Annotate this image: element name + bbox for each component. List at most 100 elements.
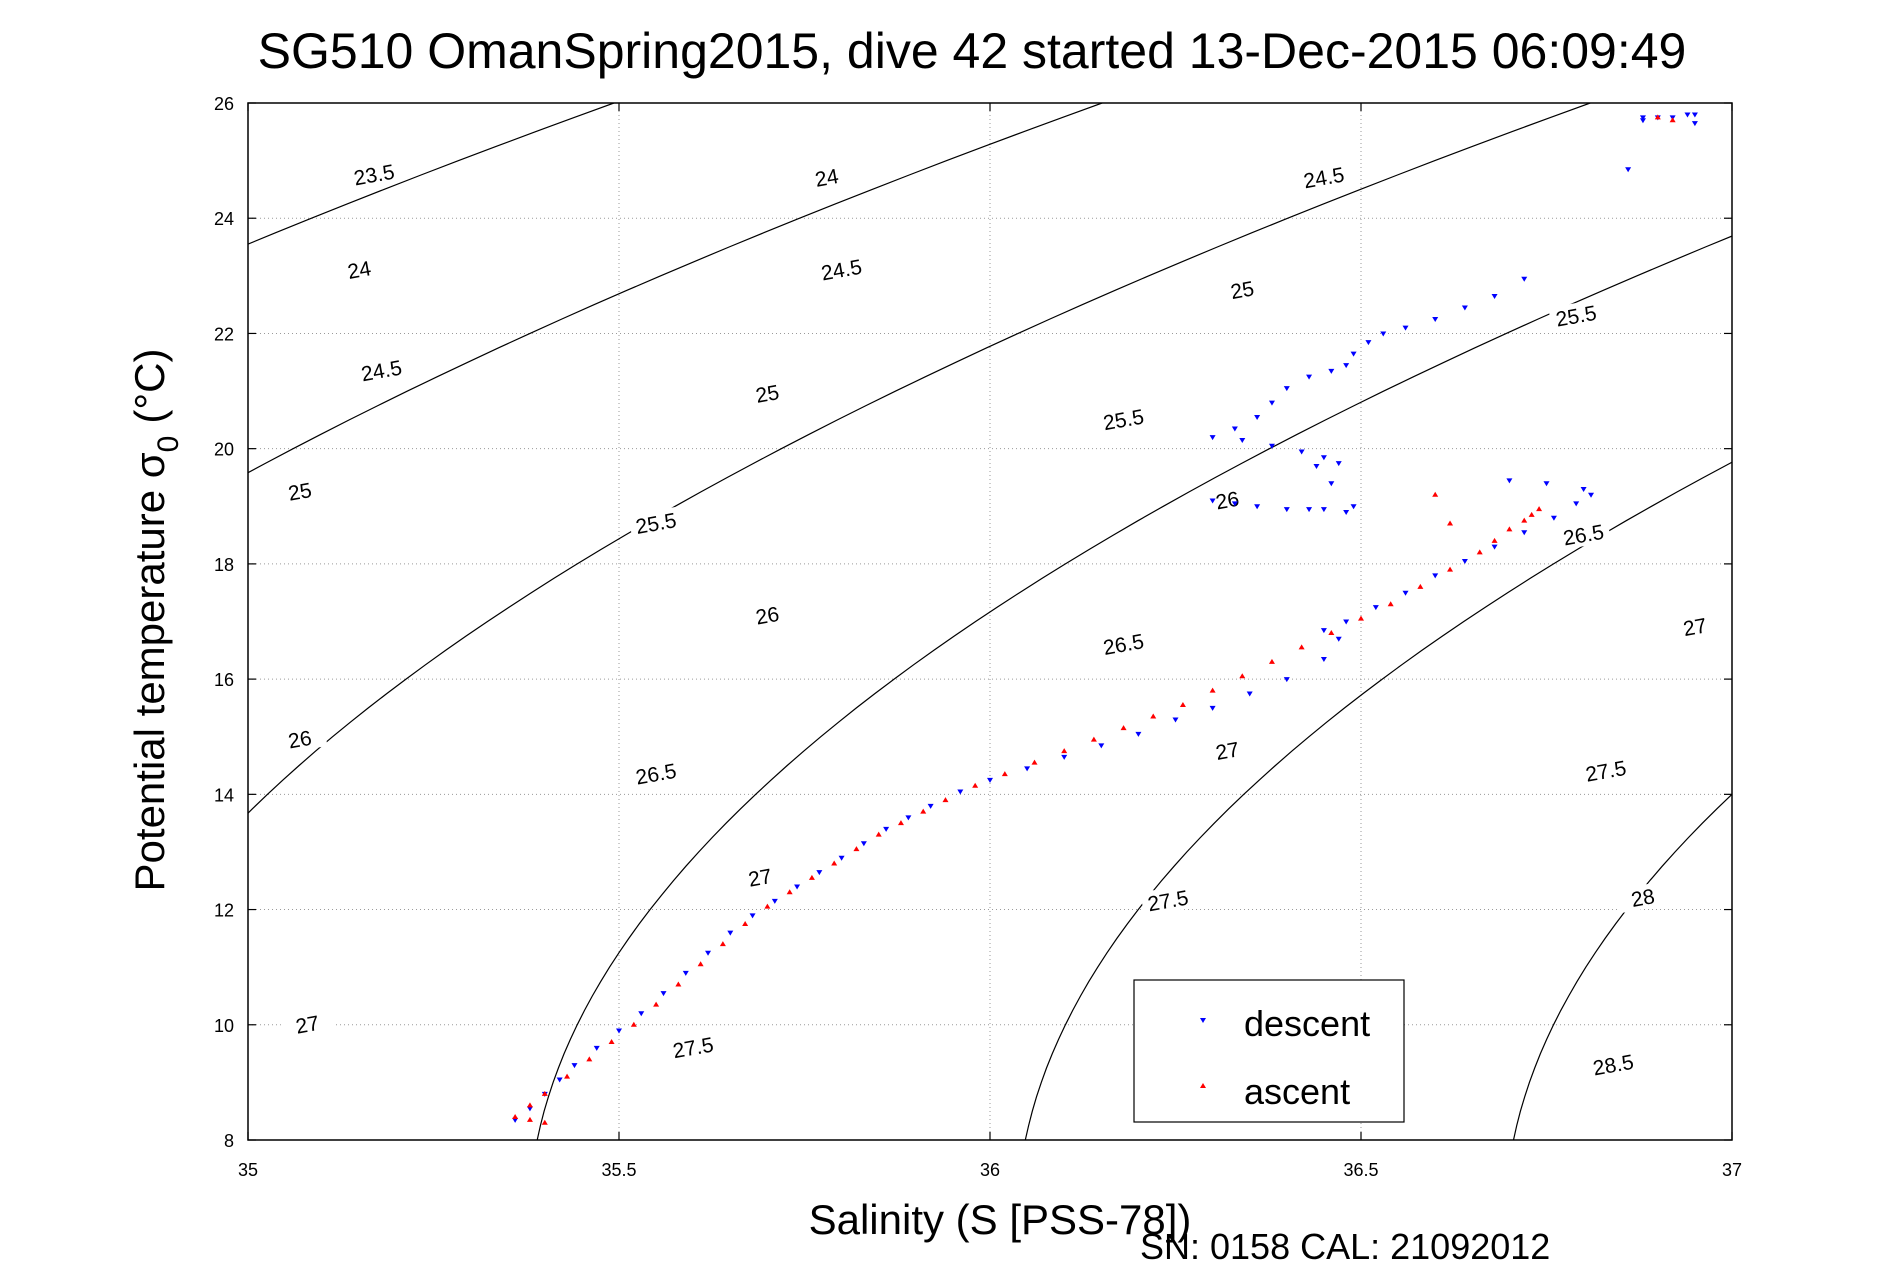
legend: descent ascent xyxy=(1133,979,1405,1123)
y-axis-label-subscript: 0 xyxy=(152,436,185,453)
ascent-point xyxy=(1239,673,1246,679)
ascent-point xyxy=(808,874,815,880)
ascent-point xyxy=(1669,117,1676,123)
legend-marker-ascent xyxy=(1200,1083,1206,1088)
ascent-point xyxy=(1476,549,1483,555)
descent-point xyxy=(1306,507,1313,513)
descent-point xyxy=(771,898,778,904)
ascent-point xyxy=(831,860,838,866)
legend-marker-descent xyxy=(1200,1018,1206,1023)
descent-point xyxy=(1239,438,1246,444)
descent-point xyxy=(1350,504,1357,510)
descent-point xyxy=(860,841,867,847)
descent-point xyxy=(1209,705,1216,711)
descent-point xyxy=(1380,331,1387,337)
y-tick-label: 20 xyxy=(214,440,234,460)
descent-point xyxy=(1335,636,1342,642)
contour-label-bg xyxy=(1140,883,1196,917)
descent-point xyxy=(1461,305,1468,311)
ascent-point xyxy=(1506,526,1513,532)
y-tick-label: 24 xyxy=(214,209,234,229)
descent-point xyxy=(1335,461,1342,467)
descent-point xyxy=(1306,374,1313,380)
descent-point xyxy=(1521,530,1528,536)
descent-point xyxy=(616,1028,622,1034)
ascent-point xyxy=(1447,520,1454,526)
legend-label-descent: descent xyxy=(1244,1003,1370,1044)
contour-label-bg xyxy=(1667,609,1723,643)
ascent-point xyxy=(586,1056,593,1062)
contour-label-bg xyxy=(279,1007,335,1041)
ascent-point xyxy=(1387,601,1394,607)
descent-point xyxy=(1298,449,1305,455)
contour-label: 27 xyxy=(1681,614,1708,641)
ascent-point xyxy=(697,961,704,967)
contour-label: 27 xyxy=(294,1012,321,1039)
grid-lines xyxy=(248,103,1732,1140)
y-tick-label: 26 xyxy=(214,94,234,114)
series-ascent xyxy=(512,114,1676,1125)
descent-point xyxy=(957,789,964,795)
descent-point xyxy=(794,884,801,890)
descent-point xyxy=(1254,504,1261,510)
ascent-point xyxy=(1521,517,1528,523)
contour-line-26.5 xyxy=(536,235,1732,1140)
descent-point xyxy=(1625,167,1632,173)
ascent-point xyxy=(1491,537,1498,543)
contour-label: 24 xyxy=(346,257,373,284)
descent-point xyxy=(905,815,912,821)
contour-line-26 xyxy=(248,103,1591,815)
contour-label: 26 xyxy=(1214,488,1241,515)
contour-label-bg xyxy=(665,1030,721,1064)
descent-point xyxy=(1543,481,1550,487)
descent-point xyxy=(1573,501,1580,507)
ascent-point xyxy=(1654,114,1661,120)
x-tick-label: 36 xyxy=(980,1160,1000,1180)
ascent-point xyxy=(1432,491,1439,497)
ascent-point xyxy=(1417,583,1424,589)
descent-point xyxy=(1691,121,1698,127)
descent-point xyxy=(1283,507,1290,513)
descent-point xyxy=(1350,351,1357,357)
descent-point xyxy=(1550,515,1557,521)
contour-label-bg xyxy=(331,252,387,286)
y-axis-label: Potential temperature σ0 (°C) xyxy=(126,349,185,892)
descent-point xyxy=(1521,276,1528,282)
ascent-point xyxy=(1528,511,1535,517)
contour-label: 26 xyxy=(754,603,781,630)
contour-label-bg xyxy=(1199,483,1255,516)
descent-point xyxy=(556,1077,563,1083)
ascent-point xyxy=(972,782,979,788)
ascent-point xyxy=(764,903,771,909)
descent-point xyxy=(749,913,756,919)
descent-point xyxy=(1254,414,1261,420)
contour-label: 24 xyxy=(813,165,840,192)
contour-label-bg xyxy=(732,860,788,894)
descent-point xyxy=(1580,486,1587,492)
descent-point xyxy=(1506,478,1513,484)
descent-point xyxy=(1343,619,1350,625)
descent-point xyxy=(1283,386,1290,392)
ascent-point xyxy=(1001,771,1008,777)
descent-point xyxy=(1283,677,1290,683)
contour-label-bg xyxy=(798,160,855,194)
contour-label-bg xyxy=(628,506,684,539)
descent-point xyxy=(1372,605,1379,611)
ascent-point xyxy=(1209,687,1216,693)
plot-frame xyxy=(247,102,1733,1141)
descent-point xyxy=(1343,510,1350,516)
descent-point xyxy=(1639,115,1646,121)
contour-label: 28 xyxy=(1630,885,1657,912)
descent-point xyxy=(1432,317,1439,323)
ascent-point xyxy=(897,820,904,826)
descent-point xyxy=(1461,559,1468,565)
ascent-point xyxy=(526,1116,533,1122)
descent-point xyxy=(1491,293,1498,299)
descent-point xyxy=(1231,501,1238,507)
legend-label-ascent: ascent xyxy=(1244,1071,1350,1112)
descent-point xyxy=(638,1011,645,1017)
y-tick-label: 8 xyxy=(224,1131,234,1151)
y-tick-label: 10 xyxy=(214,1016,234,1036)
chart-title: SG510 OmanSpring2015, dive 42 started 13… xyxy=(258,23,1687,79)
contour-label-bg xyxy=(1199,733,1255,767)
